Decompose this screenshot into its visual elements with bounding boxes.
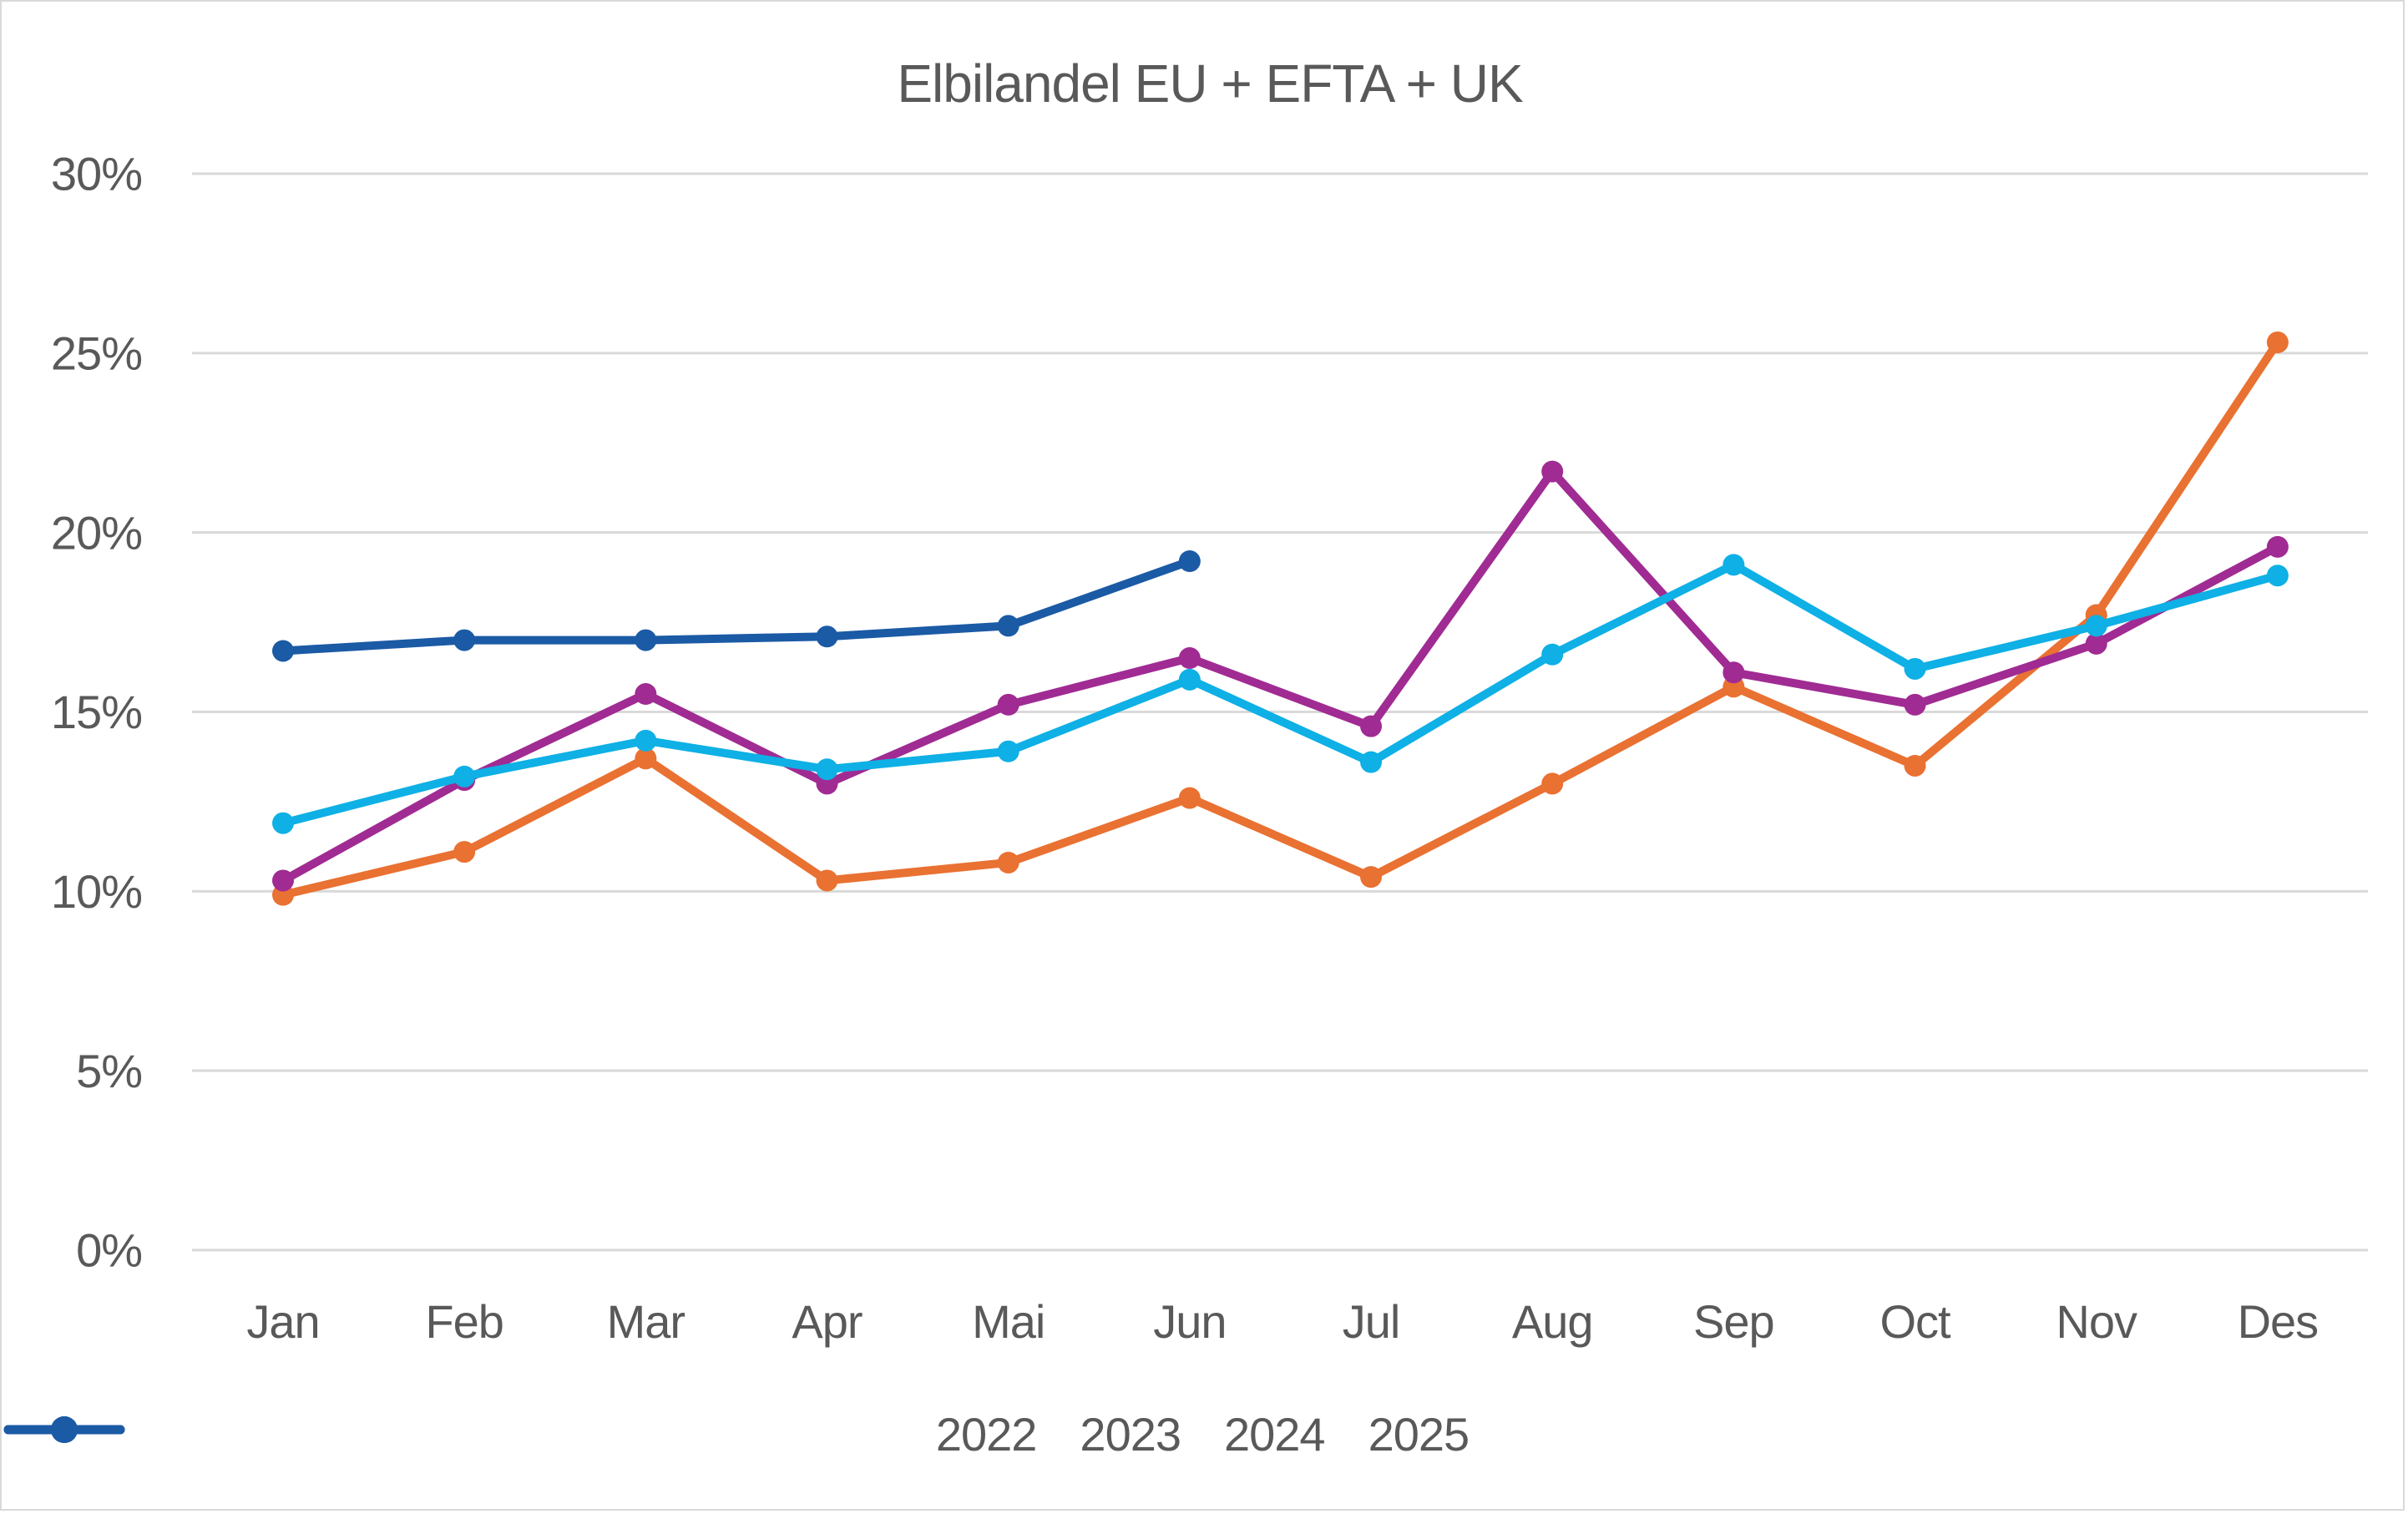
x-axis-labels: Jan Feb Mar Apr Mai Jun Jul Aug Sep Oct Nov Des [246,1295,2319,1348]
series-2025 [272,550,1201,662]
data-point-2024-Jun [1178,668,1201,691]
data-point-2025-Apr [816,625,838,648]
data-point-2024-Oct [1904,657,1926,680]
series-group [272,331,2289,906]
chart-line-2022 [279,337,2282,899]
data-point-2022-Mar [635,747,657,770]
legend-label-2023: 2023 [1080,1408,1181,1461]
legend-item-2022: 2022 [3,1408,1038,1461]
data-point-2024-Sep [1723,554,1745,576]
data-point-2025-Mai [997,615,1019,637]
data-point-2022-Apr [816,869,838,892]
data-point-2024-Jul [1360,751,1383,773]
x-tick-label-Mar: Mar [607,1295,685,1348]
data-point-2024-Jan [272,812,294,834]
data-point-2024-Mar [635,729,657,752]
x-tick-label-Nov: Nov [2056,1295,2137,1348]
chart-legend: 2022 2023 2024 2025 [2,1411,2403,1458]
y-tick-label-0%: 0% [76,1224,142,1277]
x-tick-label-Apr: Apr [792,1295,862,1348]
x-tick-label-Des: Des [2238,1295,2319,1348]
series-2024 [272,554,2289,834]
y-tick-label-30%: 30% [51,148,142,200]
y-tick-label-25%: 25% [51,327,142,379]
y-tick-label-10%: 10% [51,865,142,918]
chart-title: Elbilandel EU + EFTA + UK [897,53,1523,114]
data-point-2024-Des [2266,565,2289,587]
data-point-2024-Aug [1541,643,1564,666]
series-2023 [272,460,2289,892]
legend-label-2024: 2024 [1224,1408,1326,1461]
data-point-2023-Mar [635,683,657,706]
data-point-2023-Jul [1360,715,1383,737]
data-point-2025-Jun [1178,550,1201,573]
x-tick-label-Feb: Feb [425,1295,503,1348]
data-point-2022-Jun [1178,787,1201,809]
data-point-2025-Feb [453,629,476,651]
data-point-2022-Feb [453,841,476,863]
x-tick-label-Jun: Jun [1153,1295,1226,1348]
x-tick-label-Mai: Mai [972,1295,1045,1348]
y-tick-label-20%: 20% [51,506,142,559]
legend-item-2024: 2024 [3,1408,1326,1461]
y-tick-label-5%: 5% [76,1045,142,1097]
data-point-2022-Jul [1360,866,1383,889]
legend-item-2025: 2025 [3,1408,1470,1461]
data-point-2022-Aug [1541,772,1564,795]
data-point-2025-Jan [272,640,294,662]
data-point-2023-Jan [272,869,294,892]
data-point-2022-Des [2266,331,2289,353]
data-point-2024-Mai [997,740,1019,762]
data-point-2024-Feb [453,765,476,787]
x-tick-label-Jul: Jul [1343,1295,1400,1348]
chart-line-2024 [279,560,2282,828]
series-2022 [272,331,2289,906]
data-point-2024-Apr [816,758,838,781]
x-tick-label-Aug: Aug [1512,1295,1593,1348]
x-tick-label-Oct: Oct [1879,1295,1951,1348]
data-point-2023-Nov [2085,632,2107,655]
data-point-2023-Des [2266,535,2289,558]
y-axis-labels: 0% 5% 10% 15% 20% 25% 30% [51,148,143,1277]
gridlines [192,172,2368,1252]
chart-line-2025 [279,557,1194,656]
legend-label-2022: 2022 [935,1408,1038,1461]
data-point-2025-Mar [635,629,657,651]
x-tick-label-Sep: Sep [1693,1295,1774,1348]
data-point-2023-Jun [1178,647,1201,670]
data-point-2023-Sep [1723,661,1745,684]
x-tick-label-Jan: Jan [246,1295,319,1348]
legend-item-2023: 2023 [3,1408,1181,1461]
data-point-2023-Oct [1904,693,1926,716]
y-tick-label-15%: 15% [51,686,142,738]
legend-swatch-2025 [3,1416,125,1443]
data-point-2023-Mai [997,693,1019,716]
data-point-2022-Mai [997,851,1019,873]
legend-marker-icon [51,1416,78,1443]
legend-label-2025: 2025 [1368,1408,1470,1461]
chart-line-2023 [279,467,2282,885]
data-point-2022-Oct [1904,754,1926,777]
data-point-2024-Nov [2085,615,2107,637]
data-point-2023-Aug [1541,460,1564,483]
